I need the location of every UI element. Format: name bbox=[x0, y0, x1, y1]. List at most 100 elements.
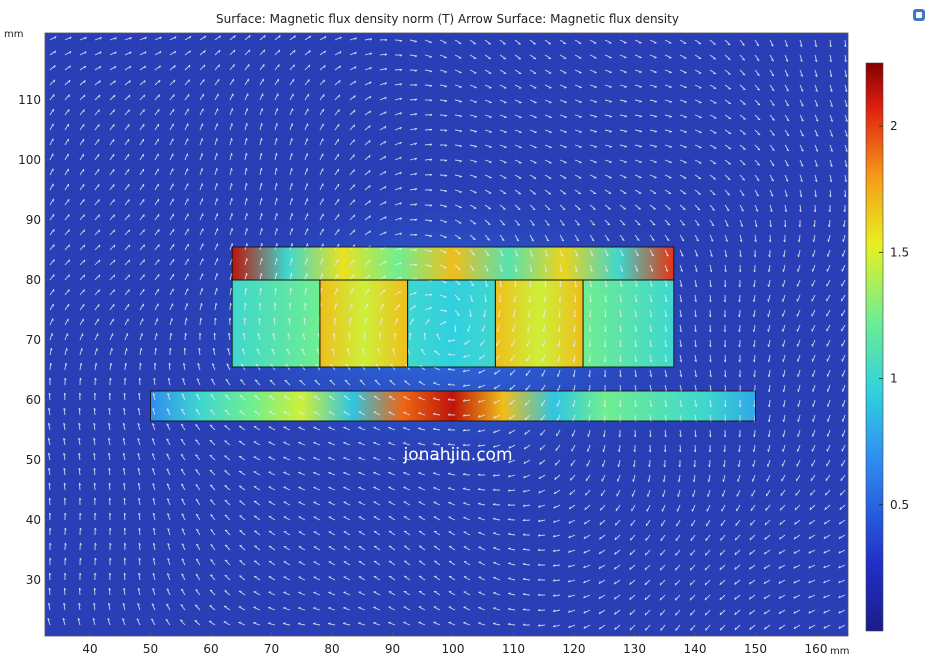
field-arrow bbox=[694, 114, 702, 118]
field-arrow bbox=[64, 50, 72, 56]
field-arrow-head bbox=[493, 445, 496, 448]
field-arrow-head bbox=[298, 607, 301, 609]
field-arrow-head bbox=[599, 522, 602, 526]
field-arrow-head bbox=[614, 537, 617, 541]
field-arrow-head bbox=[181, 573, 184, 576]
field-arrow-head bbox=[753, 269, 756, 273]
field-arrow bbox=[634, 264, 639, 272]
field-arrow bbox=[108, 392, 111, 401]
field-arrow bbox=[108, 438, 111, 446]
field-arrow bbox=[632, 489, 636, 497]
field-arrow bbox=[454, 294, 461, 301]
field-arrow bbox=[283, 457, 291, 461]
field-arrow bbox=[404, 380, 411, 386]
field-arrow bbox=[589, 219, 596, 226]
field-arrow-head bbox=[562, 208, 566, 211]
field-arrow-head bbox=[180, 438, 184, 441]
field-arrow bbox=[706, 519, 711, 527]
field-arrow bbox=[447, 369, 456, 371]
field-arrow bbox=[463, 561, 471, 566]
field-arrow bbox=[619, 114, 627, 117]
field-arrow bbox=[394, 318, 398, 326]
field-arrow-head bbox=[143, 94, 146, 98]
field-arrow-head bbox=[554, 462, 557, 466]
field-arrow-head bbox=[79, 377, 82, 381]
field-arrow-head bbox=[710, 239, 714, 242]
field-arrow bbox=[388, 516, 396, 521]
field-arrow bbox=[298, 426, 306, 431]
field-arrow bbox=[645, 624, 651, 631]
field-arrow bbox=[679, 309, 682, 317]
field-arrow bbox=[394, 290, 401, 296]
field-arrow-head bbox=[649, 329, 652, 333]
3d-view-icon[interactable] bbox=[912, 8, 926, 22]
field-arrow bbox=[259, 228, 263, 236]
field-arrow bbox=[389, 380, 396, 386]
field-arrow bbox=[664, 294, 668, 302]
field-arrow bbox=[138, 573, 141, 581]
field-arrow-head bbox=[567, 564, 571, 568]
field-arrow bbox=[814, 54, 818, 62]
x-tick-label: 40 bbox=[82, 642, 97, 656]
field-arrow bbox=[229, 108, 233, 116]
field-arrow-head bbox=[214, 317, 217, 321]
field-arrow-head bbox=[782, 404, 785, 408]
field-arrow bbox=[334, 273, 339, 281]
field-arrow-head bbox=[246, 123, 248, 126]
field-arrow-head bbox=[432, 412, 436, 415]
field-arrow-head bbox=[478, 385, 481, 389]
field-arrow-head bbox=[522, 489, 526, 493]
field-arrow bbox=[137, 438, 141, 446]
field-arrow bbox=[184, 50, 191, 56]
field-arrow-head bbox=[241, 348, 245, 351]
field-arrow-head bbox=[48, 407, 51, 411]
field-arrow bbox=[138, 543, 141, 551]
field-arrow-head bbox=[617, 449, 620, 453]
field-arrow-head bbox=[109, 377, 112, 381]
field-arrow-head bbox=[766, 464, 769, 467]
field-arrow-head bbox=[575, 254, 579, 257]
field-arrow bbox=[598, 564, 606, 570]
field-arrow bbox=[553, 624, 561, 628]
field-arrow bbox=[409, 54, 417, 57]
field-arrow bbox=[379, 125, 387, 131]
field-arrow-head bbox=[159, 65, 161, 69]
field-arrow-head bbox=[346, 348, 350, 351]
field-arrow-head bbox=[500, 269, 503, 272]
field-arrow bbox=[589, 189, 597, 194]
field-arrow-head bbox=[188, 79, 190, 83]
field-arrow-head bbox=[381, 318, 383, 321]
field-arrow-head bbox=[786, 104, 790, 107]
field-arrow-head bbox=[255, 363, 259, 366]
field-arrow-head bbox=[654, 146, 657, 148]
field-arrow-head bbox=[444, 144, 448, 147]
field-arrow-head bbox=[508, 445, 511, 449]
field-arrow bbox=[139, 51, 147, 56]
field-arrow bbox=[78, 587, 81, 596]
field-arrow-head bbox=[502, 223, 506, 226]
field-arrow bbox=[706, 504, 711, 512]
field-arrow-head bbox=[704, 612, 707, 616]
field-arrow bbox=[529, 69, 537, 74]
field-arrow bbox=[358, 516, 366, 521]
field-arrow bbox=[268, 426, 276, 431]
field-arrow-head bbox=[649, 374, 653, 378]
field-arrow bbox=[694, 144, 702, 149]
field-arrow-head bbox=[474, 101, 477, 103]
field-arrow-head bbox=[738, 359, 741, 363]
field-arrow bbox=[334, 51, 342, 56]
field-arrow bbox=[289, 78, 295, 86]
field-arrow bbox=[289, 213, 293, 221]
field-arrow bbox=[841, 294, 846, 302]
field-arrow bbox=[253, 591, 261, 596]
field-arrow bbox=[433, 560, 441, 566]
field-arrow-head bbox=[83, 214, 85, 218]
field-arrow bbox=[195, 589, 201, 596]
field-arrow bbox=[493, 459, 501, 463]
field-arrow bbox=[274, 153, 277, 161]
field-arrow-head bbox=[239, 530, 243, 532]
field-arrow bbox=[424, 293, 433, 296]
field-arrow bbox=[392, 348, 396, 356]
field-arrow-head bbox=[291, 258, 293, 261]
field-arrow-head bbox=[377, 348, 380, 351]
